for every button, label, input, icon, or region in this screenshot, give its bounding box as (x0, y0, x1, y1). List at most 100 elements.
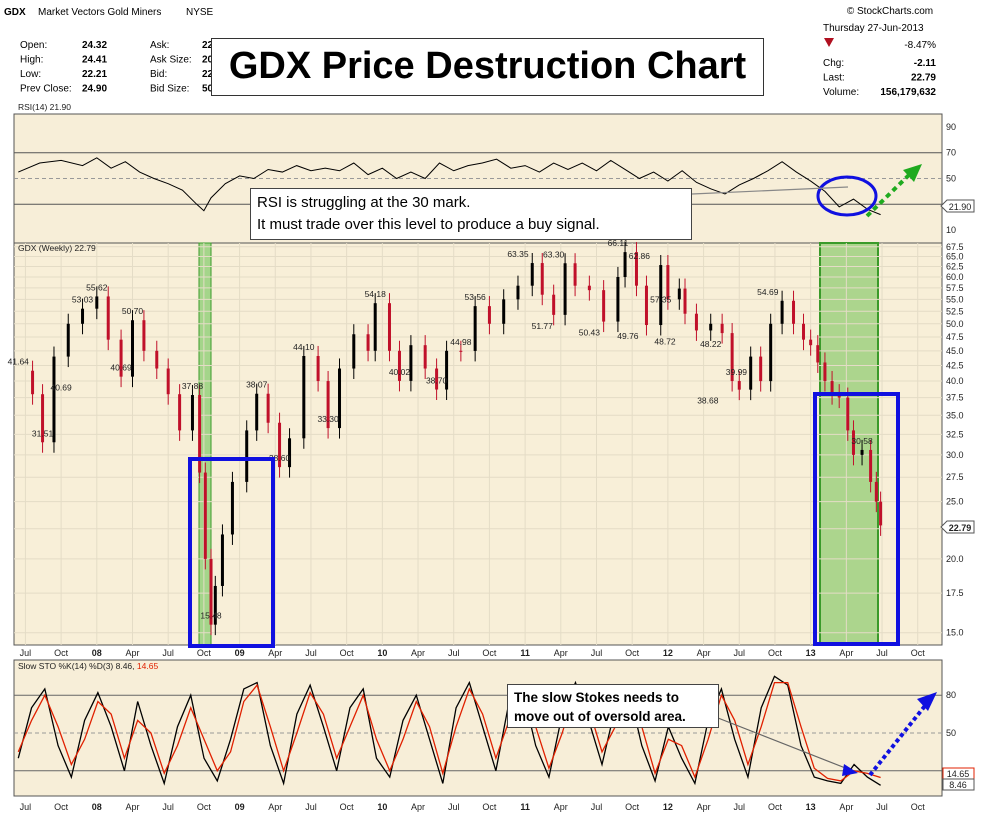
quote-value: 156,179,632 (880, 87, 936, 98)
chart-title-box: GDX Price Destruction Chart (211, 38, 764, 96)
quote-label: Last: (823, 73, 845, 84)
price-candle (41, 394, 45, 443)
rsi-y-tick: 90 (946, 122, 956, 132)
price-peak-label: 66.11 (608, 238, 629, 248)
price-candle (552, 294, 556, 315)
sto-x-tick: Oct (482, 802, 497, 812)
price-candle (209, 558, 213, 625)
sto-x-tick: Apr (697, 802, 711, 812)
price-chart: 67.565.062.560.057.555.0 52.5 50.0 47.5 45.0… (8, 238, 964, 658)
price-candle (423, 345, 427, 369)
price-x-tick: Apr (839, 648, 853, 658)
rsi-line (18, 157, 881, 216)
price-candle (142, 320, 146, 351)
price-candle (52, 356, 56, 443)
price-candle (366, 334, 370, 351)
sto-annotation-line2: move out of oversold area. (514, 709, 686, 724)
header-symbol: GDX (4, 7, 26, 18)
blue-dotted-arrow (868, 700, 930, 777)
sto-x-tick: Jul (20, 802, 32, 812)
price-candle (879, 501, 883, 526)
header-date: Thursday 27-Jun-2013 (823, 23, 924, 34)
price-x-tick: Oct (197, 648, 212, 658)
price-candle (198, 395, 202, 473)
price-candle (573, 263, 577, 286)
sto-x-tick: 12 (663, 802, 673, 812)
price-peak-label: 48.22 (700, 339, 722, 349)
quote-label: Ask: (150, 40, 169, 51)
price-candle (81, 308, 85, 324)
price-y-tick: 40.0 (946, 376, 964, 386)
price-candle (830, 381, 834, 395)
sto-x-tick: 08 (92, 802, 102, 812)
price-peak-label: 63.35 (507, 249, 529, 259)
quote-value: 22.21 (82, 69, 107, 80)
price-peak-label: 54.69 (757, 287, 779, 297)
price-x-tick: Jul (162, 648, 174, 658)
price-candle (540, 263, 544, 295)
rsi-annotation: RSI is struggling at the 30 mark. It mus… (250, 188, 692, 240)
price-peak-label: 38.68 (697, 396, 719, 406)
blue-box-2008 (188, 457, 275, 648)
quote-label: Bid Size: (150, 84, 189, 95)
quote-value: -2.11 (914, 58, 937, 69)
price-candle (616, 276, 620, 322)
price-candle (352, 334, 356, 369)
price-y-tick: 37.5 (946, 393, 964, 403)
rsi-y-tick: 10 (946, 225, 956, 235)
price-candle (677, 288, 681, 300)
price-peak-label: 39.99 (726, 367, 748, 377)
price-candle (66, 323, 70, 357)
header-pct-change: -8.47% (904, 40, 936, 51)
sto-x-tick: Apr (554, 802, 568, 812)
sto-annotation-line1: The slow Stokes needs to (514, 690, 680, 705)
price-y-tick: 17.5 (946, 588, 964, 598)
green-arrowhead-icon (903, 164, 922, 182)
price-x-tick: Oct (911, 648, 926, 658)
price-candle (95, 296, 99, 309)
rsi-y-tick: 70 (946, 148, 956, 158)
price-candle (659, 265, 663, 326)
stochastic-annotation: The slow Stokes needs to move out of ove… (507, 684, 719, 728)
stochastic-panel (13, 659, 943, 797)
price-peak-label: 40.69 (110, 363, 132, 373)
price-candle (220, 534, 224, 586)
price-y-tick: 27.5 (946, 472, 964, 482)
price-candle (623, 252, 627, 277)
price-candle (213, 585, 217, 625)
sto-y-tick: 50 (946, 728, 956, 738)
rsi-highlight-circle (816, 175, 878, 217)
price-candle (502, 299, 506, 324)
price-x-tick: Apr (268, 648, 282, 658)
price-x-tick: Apr (411, 648, 425, 658)
price-y-tick: 57.5 (946, 283, 964, 293)
price-peak-label: 53.03 (72, 295, 94, 305)
price-candle (809, 339, 813, 346)
price-y-tick: 25.0 (946, 497, 964, 507)
sto-x-tick: 09 (235, 802, 245, 812)
price-candle (769, 323, 773, 382)
price-x-tick: Apr (554, 648, 568, 658)
price-peak-label: 57.35 (650, 295, 672, 305)
price-candle (119, 339, 123, 377)
price-candle (860, 449, 864, 455)
price-candle (409, 345, 413, 381)
quote-label: High: (20, 55, 43, 66)
price-candle (31, 370, 35, 395)
price-candle (644, 285, 648, 326)
price-y-tick: 67.5 (946, 242, 964, 252)
price-candle (316, 356, 320, 382)
sto-x-tick: 13 (806, 802, 816, 812)
price-peak-label: 41.64 (8, 357, 30, 367)
price-y-tick: 62.5 (946, 262, 964, 272)
price-x-tick: Jul (448, 648, 460, 658)
price-candle (155, 350, 159, 369)
price-candle (445, 350, 449, 390)
sto-x-tick: Jul (591, 802, 603, 812)
price-candle (178, 394, 182, 431)
sto-x-tick: 10 (377, 802, 387, 812)
rsi-last-flag: 21.90 (940, 199, 975, 213)
sto-callout-line (717, 717, 854, 772)
price-x-tick: Apr (125, 648, 139, 658)
price-x-tick: Jul (591, 648, 603, 658)
